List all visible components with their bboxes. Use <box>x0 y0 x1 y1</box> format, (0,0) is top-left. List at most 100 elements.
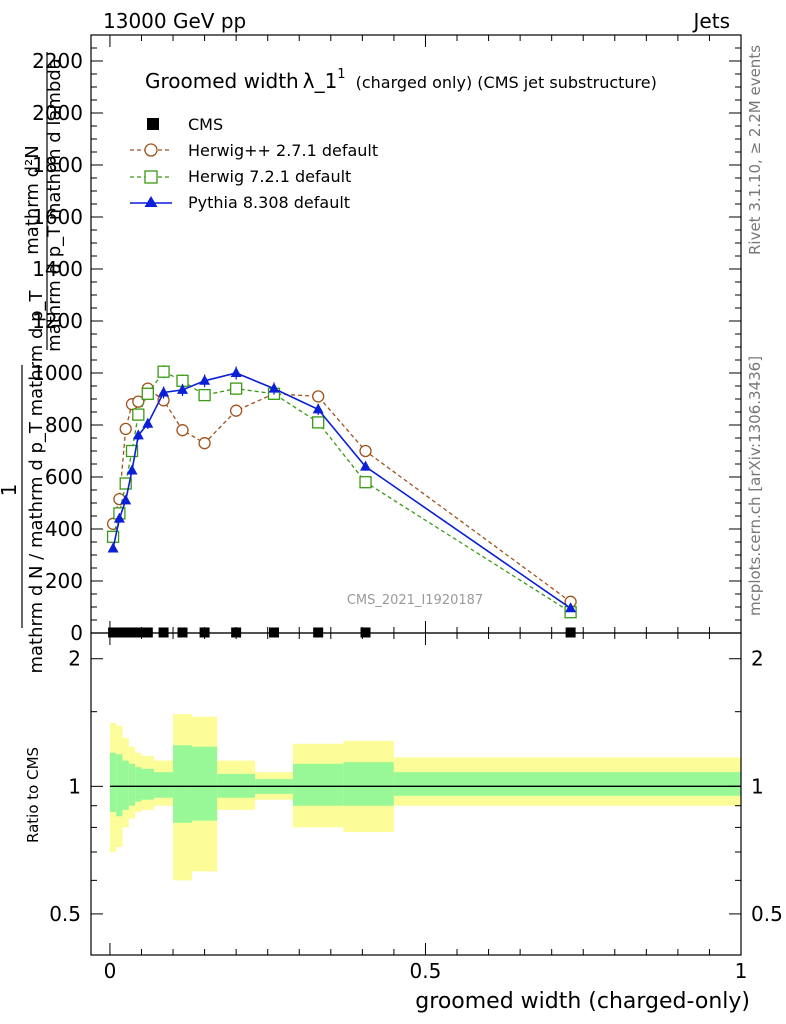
y-tick-label: 1800 <box>32 153 83 177</box>
herwig7-point <box>229 382 243 395</box>
y-tick-label: 1200 <box>32 309 83 333</box>
legend-pythia-label: Pythia 8.308 default <box>188 193 350 212</box>
plot-title-sup: 1 <box>337 67 345 82</box>
herwigpp-point <box>229 404 243 417</box>
herwigpp-point <box>312 390 325 403</box>
pythia-point <box>360 460 372 471</box>
ratio-band-inner <box>154 772 174 798</box>
main-series-layer <box>106 365 577 638</box>
pythia-point <box>565 602 577 613</box>
x-axis-label: groomed width (charged-only) <box>415 989 750 1014</box>
legend-herwigpp-marker <box>144 143 158 157</box>
ratio-frame <box>90 632 742 956</box>
y-tick-label: 2200 <box>32 49 83 73</box>
main-panel: 0 200 400 600 800 1000 1200 1400 1600 1800 2000 220… <box>32 34 742 645</box>
pythia-point <box>199 374 211 385</box>
ratio-band-inner <box>109 752 117 812</box>
ratio-panel: 0.5 0.5 1 1 2 2 <box>49 632 783 956</box>
ratio-band-inner <box>292 763 344 806</box>
herwig7-point <box>359 476 372 489</box>
pythia-line <box>112 372 572 609</box>
herwig7-line <box>112 370 571 613</box>
pythia-point <box>113 512 125 523</box>
ratio-tick-label: 1 <box>68 774 81 798</box>
pythia-point <box>177 383 189 394</box>
plot-title-symbol: λ_1 <box>303 69 338 93</box>
herwigpp-point <box>359 444 372 458</box>
x-tick-label: 0.5 <box>410 959 442 983</box>
legend-herwig7-label: Herwig 7.2.1 default <box>188 167 351 186</box>
y-tick-label: 2000 <box>32 101 83 125</box>
mcplots-label: mcplots.cern.ch [arXiv:1306.3436] <box>746 356 764 616</box>
ratio-band-inner <box>135 767 142 802</box>
x-tick-label: 1 <box>735 959 748 983</box>
pythia-point <box>268 382 280 393</box>
plot-title-suffix: (charged only) (CMS jet substructure) <box>356 73 657 92</box>
ratio-band-inner <box>141 768 155 800</box>
herwig7-point <box>312 416 325 429</box>
rivet-version-label: Rivet 3.1.10, ≥ 2.2M events <box>746 45 764 255</box>
ratio-band-inner <box>128 763 136 806</box>
herwig7-point <box>141 387 154 400</box>
herwig7-point <box>125 444 139 458</box>
main-ylabel: mathrm d²N mathrm d p_T mathrm d lambda … <box>0 52 65 674</box>
ratio-band-inner <box>343 762 394 806</box>
analysis-watermark: CMS_2021_I1920187 <box>347 593 483 608</box>
ratio-axis-ticks: 0.5 0.5 1 1 2 2 <box>49 647 783 926</box>
ratio-tick-label-right: 2 <box>751 647 764 671</box>
herwig7-point <box>106 530 120 543</box>
pythia-point <box>126 464 138 475</box>
plot-title-main: Groomed width <box>145 69 299 93</box>
process-label: Jets <box>692 9 730 33</box>
pythia-point <box>158 386 170 397</box>
legend-pythia-marker <box>144 196 158 207</box>
herwig7-point <box>132 408 145 421</box>
legend: CMS Herwig++ 2.7.1 default Herwig 7.2.1 … <box>130 115 378 212</box>
main-axis-ticks: 0 200 400 600 800 1000 1200 1400 1600 1800 2000 220… <box>32 34 741 645</box>
plot-title: Groomed width λ_11 (charged only) (CMS jet… <box>145 67 657 93</box>
pythia-point <box>230 367 242 377</box>
pythia-point <box>142 417 154 428</box>
pythia-point <box>107 542 119 553</box>
herwigpp-point <box>176 424 189 437</box>
y-tick-label: 1400 <box>32 257 83 281</box>
ratio-bands-layer <box>109 714 741 881</box>
y-tick-label: 1600 <box>32 205 83 229</box>
ratio-band-inner <box>173 745 192 823</box>
herwigpp-line <box>112 387 571 603</box>
energy-label: 13000 GeV pp <box>103 9 246 33</box>
herwigpp-point <box>119 422 132 436</box>
pythia-point <box>120 494 132 505</box>
y-tick-label: 400 <box>45 517 83 541</box>
pythia-point <box>132 429 144 440</box>
ratio-band-inner <box>116 754 123 817</box>
herwig7-point <box>198 388 211 402</box>
y-tick-label: 200 <box>45 569 83 593</box>
ratio-tick-label: 2 <box>68 647 81 671</box>
y-tick-label: 600 <box>45 465 83 489</box>
ratio-band-inner <box>122 760 129 810</box>
ylabel-top-denominator: mathrm d p_T mathrm d lambda <box>44 58 65 352</box>
herwigpp-point <box>198 437 211 450</box>
herwig7-point <box>157 365 170 378</box>
herwig7-point <box>119 477 132 490</box>
ylabel-bottom-denominator: mathrm d N / mathrm d p_T mathrm d p_T <box>26 289 47 673</box>
y-tick-label: 800 <box>45 413 83 437</box>
legend-cms-marker <box>147 118 159 130</box>
legend-cms-label: CMS <box>188 115 223 134</box>
pythia-point <box>312 403 324 414</box>
ratio-tick-label: 0.5 <box>49 902 81 926</box>
ylabel-top-numerator: mathrm d²N <box>22 145 43 254</box>
x-axis-ticks: 0 0.5 1 <box>104 35 748 983</box>
x-tick-label: 0 <box>104 959 117 983</box>
legend-herwig7-marker <box>144 170 158 184</box>
ylabel-one: 1 <box>0 484 21 497</box>
y-tick-label: 0 <box>70 621 83 645</box>
ratio-tick-label-right: 1 <box>751 774 764 798</box>
herwigpp-point <box>132 395 145 408</box>
ratio-tick-label-right: 0.5 <box>751 902 783 926</box>
ratio-ylabel: Ratio to CMS <box>24 747 42 843</box>
ratio-band-inner <box>191 746 218 821</box>
y-tick-label: 1000 <box>32 361 83 385</box>
